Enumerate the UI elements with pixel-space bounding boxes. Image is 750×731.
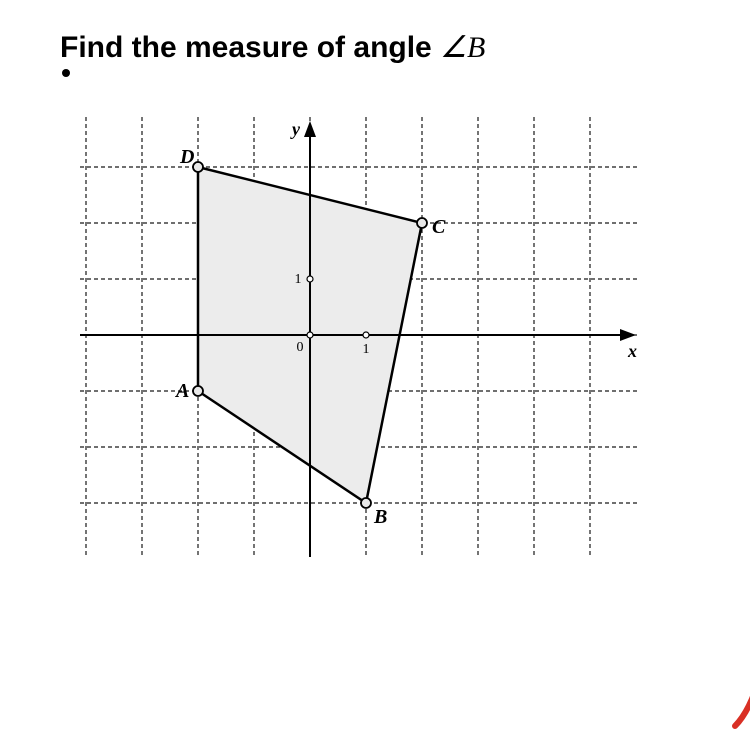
svg-text:A: A [174,380,189,402]
angle-vertex: B [467,31,485,64]
svg-text:1: 1 [295,272,302,287]
angle-symbol: ∠ [440,31,467,64]
svg-text:D: D [179,146,194,168]
title-prefix: Find the measure of angle [60,31,440,64]
svg-text:0: 0 [297,340,304,355]
grid-svg: 0 1 1 x y A B C D [80,117,640,557]
pen-annotation [730,671,750,731]
svg-text:C: C [432,216,446,238]
question-title: Find the measure of angle ∠B [60,30,690,65]
svg-text:x: x [627,341,637,361]
svg-text:1: 1 [363,342,370,357]
svg-text:y: y [290,119,301,139]
svg-text:B: B [373,506,387,528]
bullet-dot [62,69,70,77]
coordinate-grid-chart: 0 1 1 x y A B C D [80,117,640,557]
